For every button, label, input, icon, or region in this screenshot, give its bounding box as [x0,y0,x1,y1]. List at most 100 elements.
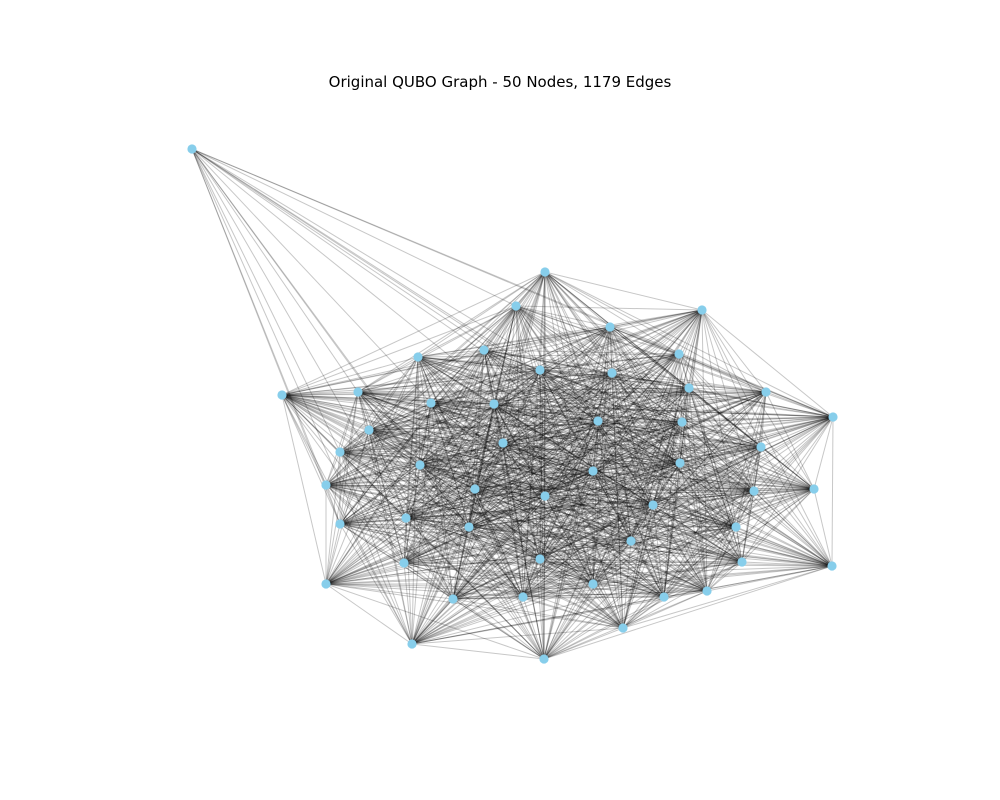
graph-edge [325,349,485,486]
graph-edge [339,523,594,585]
graph-edge [474,488,594,585]
graph-edge [403,526,737,564]
graph-node [470,484,480,494]
graph-edge [430,387,690,404]
graph-edge [417,356,594,472]
graph-node [648,500,658,510]
graph-edge [652,488,815,506]
graph-edge [597,420,654,506]
graph-node [479,345,489,355]
graph-edge [368,429,541,560]
graph-edge [468,470,594,528]
graph-edge [281,394,755,492]
graph-node [401,513,411,523]
graph-edge [325,484,524,598]
graph-node [605,322,615,332]
graph-edge [468,420,599,528]
graph-edge [368,356,419,431]
graph-edge [419,464,632,542]
graph-node [321,579,331,589]
graph-edge [753,446,762,492]
graph-node [407,639,417,649]
graph-edge [493,353,680,405]
graph-edge [611,372,665,598]
graph-edge [539,372,613,560]
graph-edge [191,148,413,645]
graph-edge [411,495,546,645]
graph-edge [483,349,594,585]
graph-edge [452,442,504,600]
graph-node [731,522,741,532]
graph-edge [502,442,681,464]
graph-edge [339,523,632,542]
graph-edge [417,356,454,600]
graph-edge [281,391,767,396]
graph-edge [405,421,683,519]
graph-edge [701,309,767,393]
graph-edge [281,394,594,585]
graph-edge [592,470,815,490]
graph-edge [474,309,703,490]
graph-edge [468,526,624,629]
graph-edge [515,305,833,567]
graph-edge [611,353,680,374]
graph-edge [609,326,613,374]
graph-edge [339,488,815,525]
graph-edge [502,309,703,444]
graph-edge [403,403,495,564]
graph-node [674,349,684,359]
graph-edge [417,356,665,598]
graph-edge [522,495,546,598]
graph-node [626,536,636,546]
graph-edge [679,462,815,490]
graph-edge [701,309,834,418]
graph-edge [592,583,665,598]
graph-edge [597,420,815,490]
graph-edge [452,558,541,600]
graph-edge [544,495,665,598]
graph-edge [325,402,432,486]
graph-edge [544,446,762,497]
graph-edge [701,309,815,490]
graph-edge [468,504,654,528]
graph-edge [419,387,690,466]
graph-edge [417,356,541,560]
graph-edge [368,429,545,660]
graph-edge [405,305,517,519]
graph-edge [403,462,681,564]
graph-edge [539,558,594,585]
graph-edge [339,451,624,629]
graph-edge [611,372,654,506]
graph-edge [652,309,703,506]
graph-edge [419,416,834,466]
graph-edge [452,526,470,600]
graph-edge [543,271,546,660]
graph-edge [592,353,680,585]
graph-edge [357,391,665,598]
graph-edge [357,391,654,506]
graph-edge [544,495,654,506]
graph-edge [502,421,683,444]
graph-edge [597,420,755,492]
graph-edge [325,484,833,567]
graph-edge [281,394,737,528]
graph-edge [417,356,755,492]
graph-edge [403,353,680,564]
graph-edge [419,369,541,466]
graph-edge [539,462,681,560]
graph-edge [622,561,743,629]
graph-edge [609,326,767,393]
graph-edge [468,526,541,560]
graph-edge [281,394,708,592]
graph-edge [544,495,743,563]
graph-edge [339,387,690,525]
graph-edge [522,416,834,598]
graph-edge [543,470,594,660]
graph-edge [483,349,683,423]
graph-edge [592,583,624,629]
graph-edge [411,583,594,645]
graph-edge [622,540,632,629]
graph-edge [403,356,419,564]
graph-edge [544,271,743,563]
graph-edge [325,356,419,486]
